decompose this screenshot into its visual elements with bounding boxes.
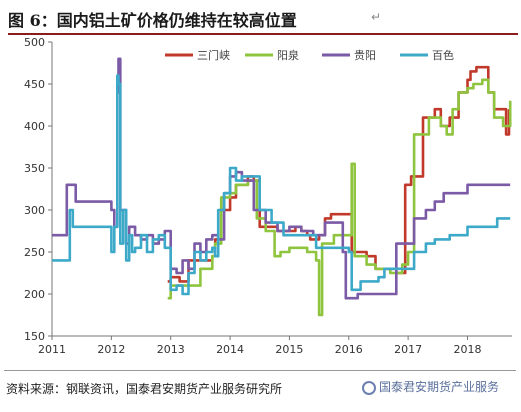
x-tick-label: 2015 <box>275 343 303 356</box>
y-tick-label: 400 <box>24 120 45 133</box>
footer-rule <box>4 370 516 371</box>
x-tick-label: 2017 <box>394 343 422 356</box>
legend: 三门峡 阳泉 贵阳 百色 <box>165 48 454 62</box>
return-mark-icon: ↵ <box>371 10 382 24</box>
y-tick-label: 250 <box>24 246 45 259</box>
watermark-logo-icon <box>362 381 376 395</box>
chart-title: 图 6：国内铝土矿价格仍维持在较高位置 <box>8 11 297 30</box>
x-tick-label: 2018 <box>453 343 481 356</box>
y-tick-label: 300 <box>24 204 45 217</box>
series-line-2 <box>167 78 512 317</box>
line-chart: 150 200 250 300 350 400 450 500 2011 2012 2013 2014… <box>24 36 512 356</box>
legend-label-2: 阳泉 <box>277 48 299 62</box>
watermark-text: 国泰君安期货产业服务 <box>379 380 500 394</box>
x-tick-label: 2011 <box>38 343 66 356</box>
source-note: 资料来源：钢联资讯，国泰君安期货产业服务研究所 <box>6 382 283 396</box>
x-tick-label: 2012 <box>97 343 125 356</box>
legend-label-1: 三门峡 <box>197 48 230 62</box>
x-tick-label: 2016 <box>335 343 363 356</box>
axes: 150 200 250 300 350 400 450 500 2011 2012 2013 2014… <box>24 36 512 356</box>
y-tick-label: 200 <box>24 288 45 301</box>
y-tick-label: 500 <box>24 36 45 49</box>
footer: 资料来源：钢联资讯，国泰君安期货产业服务研究所 国泰君安期货产业服务 <box>0 370 521 412</box>
series-lines <box>52 57 512 317</box>
title-rule <box>8 33 518 35</box>
legend-label-3: 贵阳 <box>354 49 376 62</box>
x-tick-label: 2013 <box>157 343 185 356</box>
series-line-4 <box>52 74 511 296</box>
y-tick-label: 150 <box>24 330 45 343</box>
title-bar: 图 6：国内铝土矿价格仍维持在较高位置 ↵ <box>4 4 518 35</box>
watermark: 国泰君安期货产业服务 <box>362 378 499 395</box>
x-tick-label: 2014 <box>216 343 244 356</box>
y-tick-label: 350 <box>24 162 45 175</box>
legend-label-4: 百色 <box>432 48 454 62</box>
y-tick-label: 450 <box>24 78 45 91</box>
